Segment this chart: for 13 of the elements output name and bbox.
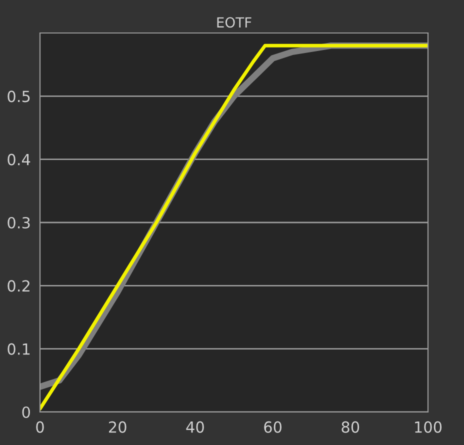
chart-title: EOTF — [217, 17, 252, 28]
x-tick-label: 100 — [415, 421, 442, 433]
x-tick-label: 40 — [186, 421, 204, 433]
y-tick-label: 0.1 — [8, 343, 30, 355]
y-tick-label: 0.3 — [8, 216, 30, 229]
y-tick-label: 0.2 — [8, 280, 30, 292]
x-tick-label: 20 — [109, 421, 126, 433]
x-tick-label: 0 — [36, 421, 44, 433]
x-tick-label: 80 — [342, 421, 360, 433]
y-tick-label: 0 — [22, 406, 30, 418]
x-tick-label: 60 — [264, 421, 282, 433]
y-tick-label: 0.4 — [8, 154, 30, 166]
y-tick-label: 0.5 — [8, 90, 30, 102]
